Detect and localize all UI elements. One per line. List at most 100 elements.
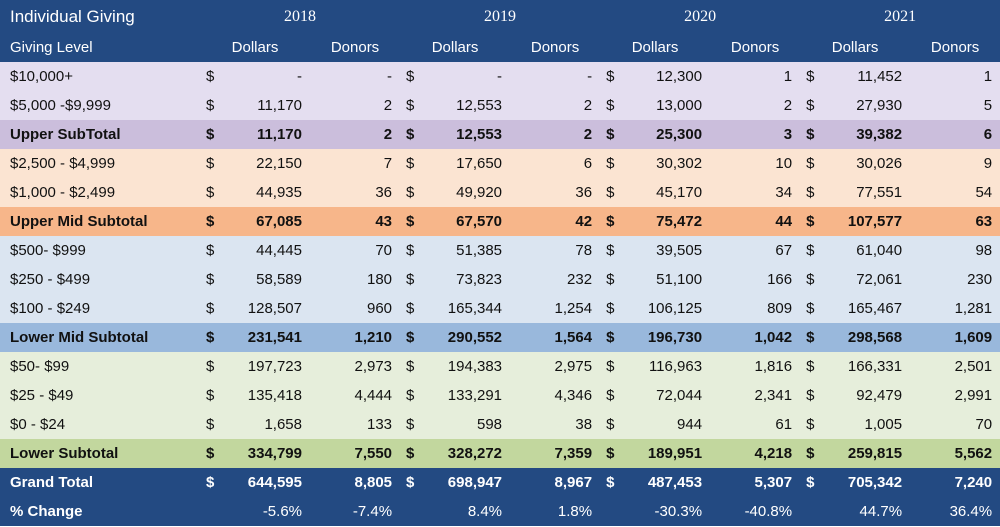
donors-cell: 2	[510, 91, 601, 120]
pct-donors-2019: 1.8%	[510, 497, 601, 526]
donors-cell: 6	[910, 120, 1000, 149]
dollars-cell: 231,541	[226, 323, 310, 352]
donors-cell: 2	[510, 120, 601, 149]
dollars-cell: 77,551	[826, 178, 911, 207]
donors-cell: 2	[310, 120, 401, 149]
dollars-header: Dollars	[600, 33, 711, 62]
currency-symbol: $	[200, 207, 226, 236]
dollars-cell: 39,505	[626, 236, 711, 265]
donors-cell: 1	[710, 62, 801, 91]
donors-cell: 70	[310, 236, 401, 265]
dollars-header: Dollars	[800, 33, 911, 62]
donors-cell: 70	[910, 410, 1000, 439]
dollars-cell: 106,125	[626, 294, 711, 323]
year-2018: 2018	[200, 0, 401, 33]
donors-cell: 38	[510, 410, 601, 439]
donors-cell: 7,240	[910, 468, 1000, 497]
giving-level-header: Giving Level	[0, 33, 200, 62]
currency-symbol: $	[400, 381, 427, 410]
giving-level-label: $250 - $499	[0, 265, 200, 294]
giving-level-label: Upper Mid Subtotal	[0, 207, 200, 236]
currency-symbol: $	[400, 236, 427, 265]
dollars-cell: 644,595	[226, 468, 310, 497]
donors-cell: 809	[710, 294, 801, 323]
currency-symbol: $	[800, 468, 827, 497]
donors-cell: 2,501	[910, 352, 1000, 381]
currency-symbol: $	[200, 323, 226, 352]
currency-symbol: $	[600, 178, 627, 207]
donors-cell: 36	[510, 178, 601, 207]
dollars-cell: 194,383	[426, 352, 511, 381]
currency-symbol: $	[400, 468, 427, 497]
dollars-cell: 165,467	[826, 294, 911, 323]
donors-cell: 960	[310, 294, 401, 323]
currency-symbol: $	[400, 439, 427, 468]
currency-symbol: $	[400, 294, 427, 323]
dollars-cell: 107,577	[826, 207, 911, 236]
subtotal-row: Lower Mid Subtotal $231,541 1,210 $290,552 1…	[0, 323, 1000, 352]
currency-symbol: $	[200, 149, 226, 178]
currency-symbol: $	[600, 352, 627, 381]
currency-symbol: $	[400, 178, 427, 207]
donors-cell: 78	[510, 236, 601, 265]
currency-symbol: $	[200, 294, 226, 323]
donors-cell: 43	[310, 207, 401, 236]
dollars-cell: 135,418	[226, 381, 310, 410]
currency-symbol: $	[200, 120, 226, 149]
pct-donors-2020: -40.8%	[710, 497, 801, 526]
dollars-cell: 75,472	[626, 207, 711, 236]
currency-symbol: $	[800, 381, 827, 410]
donors-cell: -	[310, 62, 401, 91]
currency-symbol: $	[600, 149, 627, 178]
table-row: $50- $99 $197,723 2,973 $194,383 2,975 $116,9…	[0, 352, 1000, 381]
donors-cell: 1,281	[910, 294, 1000, 323]
header-row-years: Individual Giving 2018 2019 2020 2021	[0, 0, 1000, 33]
dollars-cell: 30,026	[826, 149, 911, 178]
donors-cell: 1,042	[710, 323, 801, 352]
table-body: $10,000+ $ - - $ - - $12,300 1 $11,452 1 $5,000 -$9…	[0, 62, 1000, 497]
giving-level-label: $25 - $49	[0, 381, 200, 410]
currency-symbol: $	[600, 410, 627, 439]
table-row: $100 - $249 $128,507 960 $165,344 1,254 $106,…	[0, 294, 1000, 323]
currency-symbol: $	[200, 439, 226, 468]
subtotal-row: Grand Total $644,595 8,805 $698,947 8,967 $48…	[0, 468, 1000, 497]
dollars-cell: 61,040	[826, 236, 911, 265]
currency-symbol: $	[400, 91, 427, 120]
donors-cell: 4,346	[510, 381, 601, 410]
giving-level-label: $100 - $249	[0, 294, 200, 323]
dollars-cell: 39,382	[826, 120, 911, 149]
giving-level-label: $10,000+	[0, 62, 200, 91]
currency-symbol: $	[800, 352, 827, 381]
dollars-cell: 165,344	[426, 294, 511, 323]
cell-spacer	[800, 497, 827, 526]
donors-cell: 44	[710, 207, 801, 236]
giving-level-label: $5,000 -$9,999	[0, 91, 200, 120]
currency-symbol: $	[800, 207, 827, 236]
currency-symbol: $	[200, 265, 226, 294]
pct-dollars-2019: 8.4%	[426, 497, 511, 526]
giving-level-label: $0 - $24	[0, 410, 200, 439]
dollars-cell: 30,302	[626, 149, 711, 178]
currency-symbol: $	[200, 381, 226, 410]
currency-symbol: $	[400, 265, 427, 294]
donors-cell: 230	[910, 265, 1000, 294]
currency-symbol: $	[200, 62, 226, 91]
donors-cell: 1,609	[910, 323, 1000, 352]
donors-cell: 1,210	[310, 323, 401, 352]
dollars-cell: 128,507	[226, 294, 310, 323]
dollars-cell: -	[426, 62, 511, 91]
currency-symbol: $	[400, 352, 427, 381]
dollars-cell: 17,650	[426, 149, 511, 178]
currency-symbol: $	[200, 91, 226, 120]
dollars-header: Dollars	[200, 33, 310, 62]
dollars-cell: 705,342	[826, 468, 911, 497]
currency-symbol: $	[800, 323, 827, 352]
giving-level-label: Lower Mid Subtotal	[0, 323, 200, 352]
currency-symbol: $	[600, 91, 627, 120]
dollars-cell: 72,044	[626, 381, 711, 410]
currency-symbol: $	[600, 207, 627, 236]
currency-symbol: $	[200, 352, 226, 381]
dollars-cell: 116,963	[626, 352, 711, 381]
giving-level-label: Lower Subtotal	[0, 439, 200, 468]
